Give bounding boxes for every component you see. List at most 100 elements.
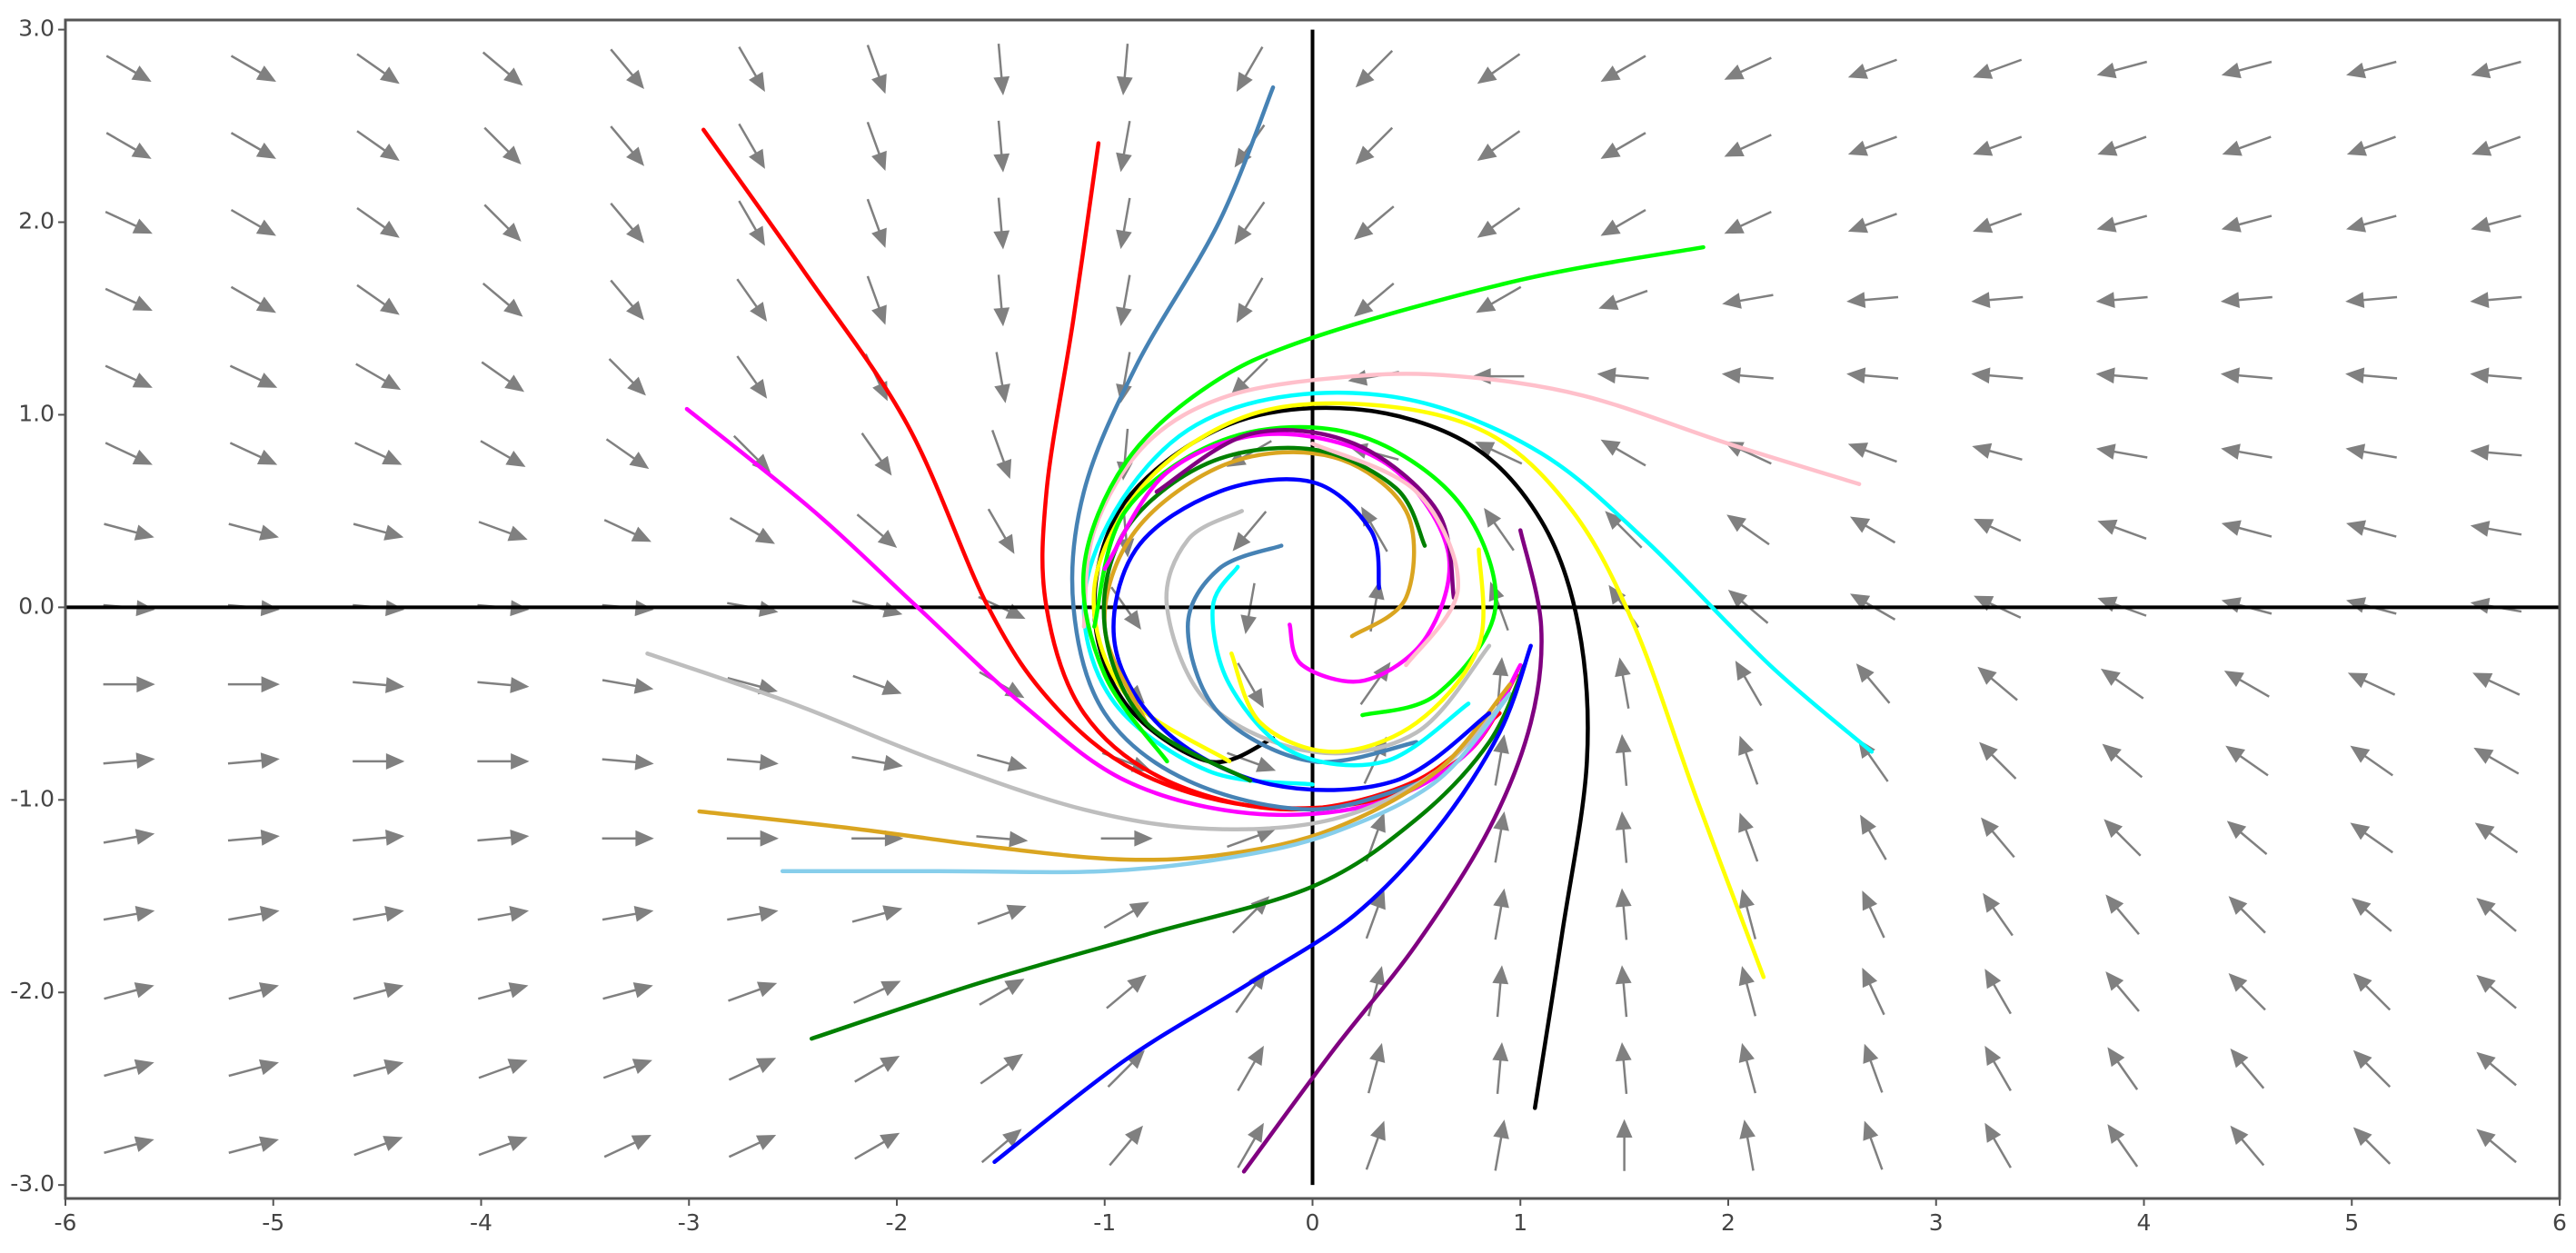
field-arrow <box>1237 1122 1264 1168</box>
trajectory <box>1092 405 1590 1110</box>
field-arrow <box>1983 892 2014 937</box>
trajectory <box>1091 401 1766 980</box>
field-arrow <box>608 358 646 396</box>
field-arrow <box>727 676 778 695</box>
field-arrow <box>1365 890 1386 940</box>
field-arrow <box>1738 735 1759 785</box>
field-arrow <box>2107 1047 2139 1090</box>
field-arrow <box>1615 810 1632 863</box>
field-arrow <box>1475 442 1523 465</box>
x-tick-label: -5 <box>262 1209 284 1236</box>
field-arrow <box>853 980 901 1004</box>
plot-frame <box>64 18 2561 1200</box>
field-arrow <box>104 364 153 388</box>
field-arrow <box>726 830 779 847</box>
field-arrow <box>1354 282 1395 317</box>
field-arrow <box>228 1059 279 1078</box>
x-tick-label: -6 <box>55 1209 77 1236</box>
field-arrow <box>1973 135 2023 156</box>
field-arrow <box>605 438 650 470</box>
field-arrow <box>1477 207 1521 238</box>
field-arrow <box>104 1059 154 1078</box>
trajectory <box>1080 244 1706 764</box>
x-tick-label: -1 <box>1093 1209 1116 1236</box>
x-tick-label: 0 <box>1306 1209 1320 1236</box>
x-tick-label: 2 <box>1721 1209 1736 1236</box>
field-arrow <box>2352 898 2392 932</box>
field-arrow <box>104 210 153 234</box>
field-arrow <box>1724 134 1772 157</box>
field-arrow <box>1847 443 1897 463</box>
field-arrow <box>856 513 898 548</box>
field-arrow <box>478 1136 528 1157</box>
field-arrow <box>1984 1122 2012 1168</box>
field-arrow <box>1236 277 1264 323</box>
field-arrow <box>227 752 280 769</box>
field-arrow <box>2095 443 2148 460</box>
field-arrow <box>1615 657 1631 709</box>
field-arrow <box>2228 972 2266 1011</box>
field-arrow <box>1724 56 1772 80</box>
field-arrow <box>230 132 276 159</box>
field-arrow <box>104 522 154 541</box>
field-arrow <box>228 1136 279 1154</box>
field-arrow <box>356 53 400 85</box>
field-arrow <box>2345 367 2398 384</box>
field-arrow <box>2345 443 2397 460</box>
field-arrow <box>1847 213 1897 234</box>
trajectory <box>809 662 1527 1041</box>
field-arrow <box>1492 1042 1509 1095</box>
field-arrow <box>851 754 903 771</box>
trajectory <box>1069 85 1429 812</box>
field-arrow <box>1492 965 1509 1018</box>
field-arrow <box>2221 214 2273 233</box>
field-arrow <box>866 45 887 94</box>
field-arrow <box>1109 1125 1143 1167</box>
field-arrow <box>2230 1048 2265 1089</box>
field-arrow <box>866 275 887 325</box>
field-arrow <box>228 905 280 922</box>
field-arrow <box>104 1136 154 1154</box>
field-arrow <box>2471 60 2521 79</box>
field-arrow <box>230 55 276 83</box>
field-arrow <box>105 55 152 83</box>
trajectory <box>1111 477 1492 792</box>
field-arrow <box>1738 812 1759 862</box>
y-tick-label: -3.0 <box>10 1170 55 1197</box>
field-arrow <box>2222 135 2272 156</box>
field-arrow <box>477 829 530 846</box>
field-arrow <box>1615 733 1632 786</box>
field-arrow <box>2221 520 2273 538</box>
x-tick-label: -2 <box>886 1209 909 1236</box>
field-arrow <box>1738 889 1757 940</box>
field-arrow <box>602 678 654 694</box>
field-arrow <box>353 905 404 922</box>
field-arrow <box>478 1059 528 1079</box>
x-tick-label: 3 <box>1929 1209 1944 1236</box>
field-arrow <box>2345 292 2398 309</box>
field-arrow <box>1106 974 1147 1009</box>
field-arrow <box>1484 507 1515 552</box>
field-arrow <box>1972 443 2023 462</box>
field-arrow <box>738 45 765 93</box>
y-tick-label: 2.0 <box>18 208 55 234</box>
field-arrow <box>860 433 892 476</box>
field-arrow <box>1116 274 1132 326</box>
field-arrow <box>728 981 778 1002</box>
field-arrow <box>1232 511 1268 552</box>
x-tick-label: -3 <box>678 1209 701 1236</box>
field-arrow <box>1493 1119 1509 1171</box>
trajectory <box>780 691 1513 875</box>
field-arrow <box>1477 130 1521 162</box>
field-arrow <box>726 753 779 771</box>
field-arrow <box>993 120 1010 173</box>
field-arrow <box>2230 1125 2265 1167</box>
field-arrow <box>482 282 523 317</box>
field-arrow <box>483 204 522 242</box>
field-arrow <box>2472 672 2521 696</box>
field-arrow <box>2350 822 2393 854</box>
field-arrow <box>356 130 400 162</box>
field-arrow <box>2221 443 2273 460</box>
field-arrow <box>1727 590 1769 624</box>
field-arrow <box>477 905 530 922</box>
